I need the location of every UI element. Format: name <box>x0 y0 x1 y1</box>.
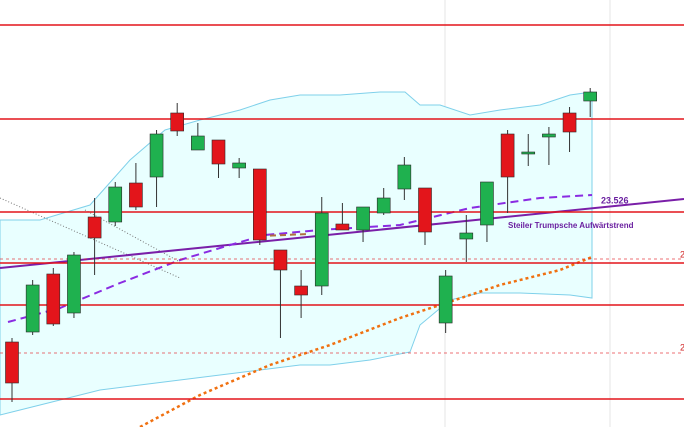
candle-body <box>129 182 143 208</box>
candle-body <box>583 91 598 102</box>
candle-body <box>562 112 577 133</box>
candle-body <box>232 162 246 169</box>
candle-body <box>191 135 205 151</box>
candle-body <box>294 285 308 296</box>
short-average <box>259 233 311 237</box>
marks <box>0 24 684 402</box>
candle-body <box>46 273 61 325</box>
trend-label: Steiler Trumpsche Aufwärtstrend <box>508 221 634 230</box>
candle-body <box>356 206 370 231</box>
candle-body <box>480 181 494 226</box>
trend-line <box>0 198 684 269</box>
level-label: 2 <box>680 342 684 352</box>
candle-body <box>170 112 184 132</box>
candle-body <box>149 133 164 178</box>
level-label: 2 <box>680 249 684 259</box>
candle-body <box>438 275 453 324</box>
candle-body <box>500 133 515 178</box>
candle-body <box>314 212 329 287</box>
candle-body <box>273 249 288 271</box>
candle-body <box>87 216 102 239</box>
candle-body <box>335 223 350 231</box>
candle-body <box>376 197 391 214</box>
candle-body <box>397 164 412 190</box>
candle-body <box>418 187 432 233</box>
candle-body <box>459 232 474 240</box>
candle-body <box>542 133 556 138</box>
orange-trend <box>139 255 593 427</box>
candle-body <box>521 151 536 155</box>
moving-average <box>7 194 593 323</box>
candle-body <box>211 139 226 165</box>
candle-body <box>67 254 81 314</box>
candle-body <box>25 284 40 333</box>
ma-label: 23.526 <box>601 195 629 205</box>
candle-body <box>253 168 267 241</box>
candle-body <box>108 186 123 223</box>
candle-body <box>5 341 19 384</box>
